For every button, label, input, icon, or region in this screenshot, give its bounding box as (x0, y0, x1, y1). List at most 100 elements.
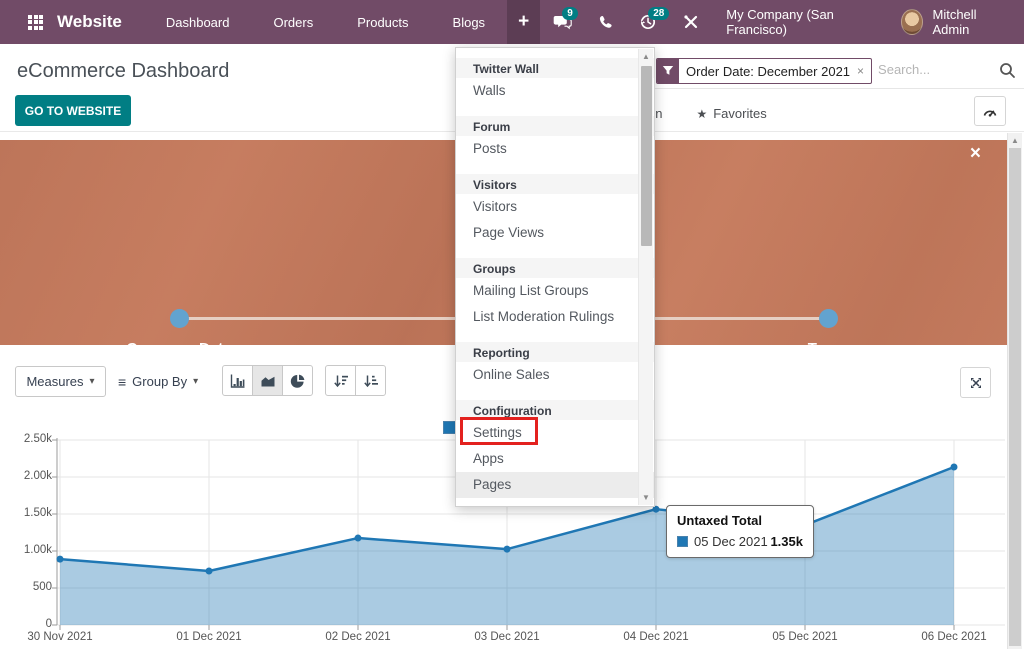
sort-desc-icon (333, 375, 348, 387)
nav-item-orders[interactable]: Orders (273, 14, 314, 30)
sort-descending-button[interactable] (325, 365, 356, 396)
search-icon[interactable] (999, 62, 1016, 79)
star-icon: ★ (696, 106, 708, 121)
activities-badge: 28 (648, 7, 670, 20)
group-by-label: Group By (132, 374, 188, 389)
graph-toolbar: Measures ▾ ≡ Group By ▾ (0, 360, 1024, 402)
x-tick-label: 02 Dec 2021 (325, 631, 391, 643)
facet-remove-icon[interactable]: × (857, 64, 865, 78)
step-dot-taxes[interactable] (819, 309, 838, 328)
chevron-down-icon: ▾ (193, 376, 199, 387)
expand-icon (970, 377, 981, 388)
line-chart-button[interactable] (252, 365, 283, 396)
nav-item-dashboard[interactable]: Dashboard (165, 14, 230, 30)
page-title: eCommerce Dashboard (17, 60, 230, 82)
area-chart[interactable] (0, 430, 1010, 649)
apps-grid-icon[interactable] (28, 14, 43, 30)
nav-item-products[interactable]: Products (357, 14, 409, 30)
x-tick-label: 06 Dec 2021 (921, 631, 987, 643)
chart-tooltip: Untaxed Total 05 Dec 2021 1.35k (666, 505, 814, 558)
y-tick-label: 2.50k (23, 433, 52, 445)
chevron-down-icon: ▾ (89, 376, 95, 387)
top-navbar: Website Dashboard Orders Products Blogs + 9 (0, 0, 1024, 44)
dropdown-section-groups: Groups (456, 258, 654, 278)
expand-chart-button[interactable] (960, 367, 991, 398)
dropdown-item-visitors[interactable]: Visitors (473, 199, 518, 214)
plus-icon: + (518, 11, 530, 32)
y-tick-label: 1.00k (23, 544, 52, 556)
measures-button[interactable]: Measures ▾ (15, 366, 106, 397)
y-tick-label: 2.00k (23, 470, 52, 482)
avatar[interactable] (901, 9, 924, 35)
dropdown-section-forum: Forum (456, 116, 654, 136)
y-tick-label: 500 (32, 581, 52, 593)
new-content-plus-button[interactable]: + (507, 0, 541, 44)
tooltip-value: 1.35k (770, 534, 803, 549)
dropdown-item-mailing-list-groups[interactable]: Mailing List Groups (473, 283, 589, 298)
gauge-icon (983, 110, 997, 117)
scroll-up-icon[interactable]: ▲ (1011, 136, 1019, 145)
dropdown-item-pages[interactable]: Pages (456, 472, 654, 498)
tooltip-title: Untaxed Total (677, 513, 762, 528)
page-scrollbar[interactable]: ▲ (1007, 133, 1022, 649)
x-tick-label: 01 Dec 2021 (176, 631, 242, 643)
step-dot-company-data[interactable] (170, 309, 189, 328)
app-name[interactable]: Website (57, 12, 122, 31)
dropdown-item-settings[interactable]: Settings (473, 425, 522, 440)
activities-button[interactable]: 28 (626, 0, 670, 44)
dropdown-item-online-sales[interactable]: Online Sales (473, 367, 550, 382)
tools-icon (684, 15, 698, 29)
scroll-up-icon[interactable]: ▲ (642, 52, 650, 61)
favorites-menu[interactable]: ★ Favorites (696, 106, 766, 121)
tooltip-swatch (677, 536, 688, 547)
group-by-button[interactable]: ≡ Group By ▾ (118, 366, 198, 397)
search-facet[interactable]: Order Date: December 2021 × (656, 58, 873, 84)
page-scrollbar-thumb[interactable] (1009, 148, 1021, 646)
messages-button[interactable]: 9 (540, 0, 585, 44)
pie-chart-button[interactable] (282, 365, 313, 396)
company-switcher[interactable]: My Company (San Francisco) (726, 7, 834, 37)
plus-dropdown-menu: Twitter Wall Walls Forum Posts Visitors Visit… (455, 47, 655, 507)
phone-icon (600, 15, 612, 28)
calls-button[interactable] (585, 0, 626, 44)
systray: 9 28 (540, 0, 1024, 44)
sort-ascending-button[interactable] (355, 365, 386, 396)
dropdown-section-configuration: Configuration (456, 400, 654, 420)
x-tick-label: 05 Dec 2021 (772, 631, 838, 643)
dropdown-scrollbar[interactable]: ▲ ▼ (638, 49, 653, 505)
onboarding-step-company-data: Company Data Set your company's data for… (49, 340, 309, 345)
bar-chart-button[interactable] (222, 365, 253, 396)
dropdown-section-reporting: Reporting (456, 342, 654, 362)
nav-item-blogs[interactable]: Blogs (452, 14, 486, 30)
step-title: Company Data (49, 340, 309, 345)
favorites-label: Favorites (713, 106, 767, 121)
search-bar: Order Date: December 2021 × (648, 56, 1024, 89)
user-menu[interactable]: Mitchell Admin (932, 7, 977, 37)
y-tick-label: 1.50k (23, 507, 52, 519)
dropdown-item-walls[interactable]: Walls (473, 83, 506, 98)
x-tick-label: 04 Dec 2021 (623, 631, 689, 643)
messages-badge: 9 (562, 7, 578, 20)
bar-chart-icon (230, 374, 244, 388)
dropdown-item-apps[interactable]: Apps (473, 451, 504, 466)
x-tick-label: 30 Nov 2021 (27, 631, 93, 643)
dropdown-item-list-moderation-rulings[interactable]: List Moderation Rulings (473, 309, 615, 324)
dropdown-scrollbar-thumb[interactable] (641, 66, 652, 246)
close-icon[interactable]: × (969, 143, 981, 164)
go-to-website-button[interactable]: GO TO WEBSITE (15, 95, 131, 126)
x-tick-label: 03 Dec 2021 (474, 631, 540, 643)
dropdown-section-twitter-wall: Twitter Wall (456, 58, 654, 78)
hamburger-icon: ≡ (118, 373, 127, 390)
dropdown-item-page-views[interactable]: Page Views (473, 225, 545, 240)
dashboard-view-button[interactable] (974, 96, 1006, 126)
measures-label: Measures (26, 374, 84, 389)
y-tick-label: 0 (45, 618, 52, 630)
sort-asc-icon (363, 375, 378, 387)
tools-button[interactable] (670, 0, 712, 44)
area-chart-icon (261, 376, 274, 386)
dropdown-item-posts[interactable]: Posts (473, 141, 507, 156)
search-input[interactable] (872, 56, 999, 83)
search-options-row: on ★ Favorites (648, 96, 1024, 131)
scroll-down-icon[interactable]: ▼ (642, 493, 650, 502)
